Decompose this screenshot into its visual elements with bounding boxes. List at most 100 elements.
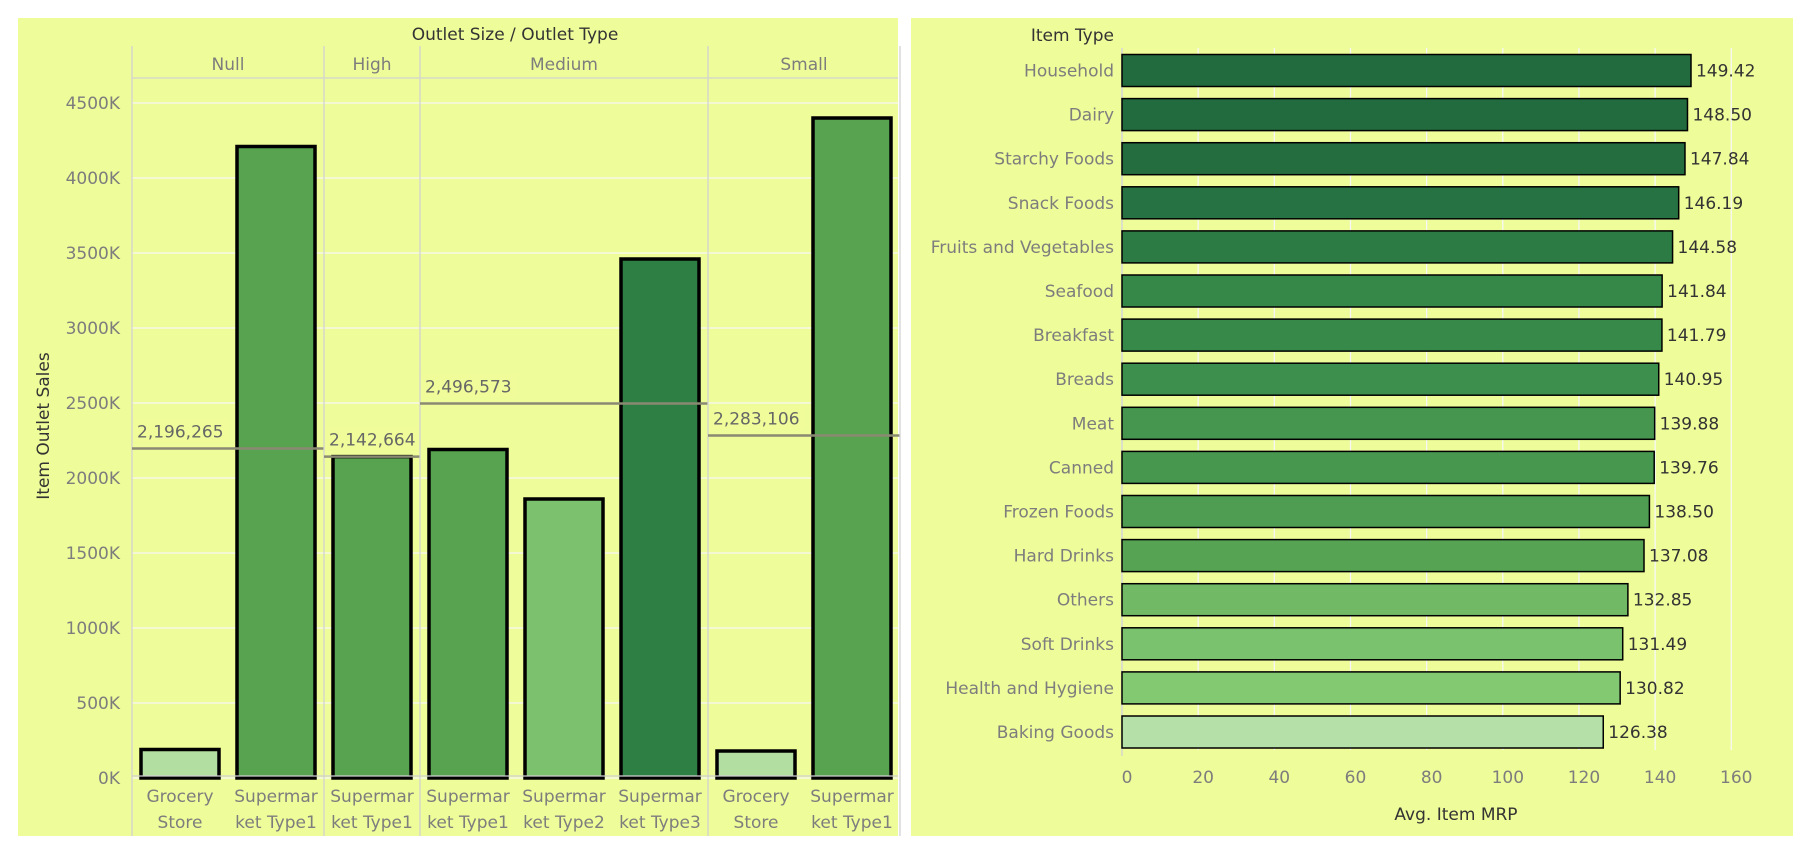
category-label: Meat [1072,414,1115,434]
bar [1121,582,1629,617]
reference-label: 2,196,265 [137,423,224,443]
x-tick-label: 120 [1568,768,1600,788]
category-label: Baking Goods [997,723,1114,743]
category-label: Dairy [1069,106,1114,126]
x-tick-label: Supermar [810,787,893,807]
reference-label: 2,283,106 [713,410,800,430]
bar [1121,494,1651,529]
y-tick-label: 500K [76,694,120,714]
item-mrp-chart-panel: Item Type 0 20 40 60 80 100 120 140 160 Household 1… [911,18,1793,836]
bar [1121,97,1689,132]
y-tick-label: 1500K [66,544,121,564]
data-label: 132.85 [1633,591,1692,611]
y-tick-label: 4500K [66,94,121,114]
x-tick-label: 140 [1644,768,1676,788]
data-label: 130.82 [1625,679,1684,699]
data-label: 148.50 [1692,106,1751,126]
bar [1121,53,1692,88]
reference-label-bg [709,405,805,430]
bar [1121,141,1686,176]
x-tick-label: ket Type1 [331,813,413,833]
bar [1121,274,1663,308]
x-tick-label: 40 [1268,768,1290,788]
category-label: Fruits and Vegetables [931,238,1114,258]
category-label: Seafood [1045,282,1114,302]
y-tick-label: 4000K [66,169,121,189]
bar [523,497,605,780]
data-label: 141.84 [1667,282,1726,302]
x-tick-label: Supermar [426,787,509,807]
x-tick-label: 60 [1345,768,1367,788]
data-label: 126.38 [1608,723,1667,743]
data-label: 139.76 [1659,458,1718,478]
data-label: 147.84 [1690,150,1749,170]
x-tick-label: Supermar [330,787,413,807]
reference-label-bg [133,418,229,443]
data-label: 144.58 [1678,238,1737,258]
y-tick-label: 1000K [66,619,121,639]
group-label: High [352,55,391,75]
data-label: 140.95 [1664,370,1723,390]
x-tick-label: 20 [1192,768,1214,788]
x-tick-label: 100 [1492,768,1524,788]
group-label: Small [780,55,827,75]
bar [139,747,221,780]
y-tick-label: 2500K [66,394,121,414]
group-label: Medium [530,55,598,75]
data-label: 149.42 [1696,62,1755,82]
bar [1121,406,1656,441]
category-label: Snack Foods [1008,194,1114,214]
category-label: Breakfast [1033,326,1114,346]
x-tick-label: 160 [1720,768,1752,788]
y-tick-label: 0K [98,769,121,789]
x-tick-label: Store [734,813,779,833]
y-tick-label: 2000K [66,469,121,489]
item-mrp-chart: Item Type 0 20 40 60 80 100 120 140 160 Household 1… [931,26,1756,825]
bar [235,144,317,780]
y-axis-label: Item Outlet Sales [34,352,54,500]
data-label: 146.19 [1684,194,1743,214]
data-label: 141.79 [1667,326,1726,346]
bar [715,749,797,780]
category-label: Health and Hygiene [945,679,1114,699]
x-tick-label: ket Type1 [811,813,893,833]
x-tick-label: 0 [1122,768,1133,788]
category-label: Household [1024,62,1114,82]
outlet-sales-chart: 0K 500K 1000K 1500K 2000K 2500K 3000K 3500K 4000… [34,25,901,836]
outlet-sales-chart-panel: 0K 500K 1000K 1500K 2000K 2500K 3000K 3500K 4000… [18,18,901,836]
y-tick-label: 3500K [66,244,121,264]
bar [811,116,893,780]
bar [1121,230,1674,264]
bar [1121,318,1663,352]
x-tick-label: Store [158,813,203,833]
reference-label: 2,142,664 [329,431,416,451]
data-label: 137.08 [1649,547,1708,567]
bar [331,454,413,780]
x-tick-label: Supermar [234,787,317,807]
x-tick-label: Grocery [722,787,789,807]
bar [1121,186,1680,220]
bar [1121,450,1655,485]
x-tick-label: ket Type3 [619,813,701,833]
category-label: Hard Drinks [1014,547,1115,567]
category-label: Others [1057,591,1114,611]
x-axis-label: Avg. Item MRP [1394,805,1517,825]
reference-label-bg [421,373,517,398]
bar [1121,362,1660,396]
x-tick-label: Supermar [618,787,701,807]
bar [427,447,509,780]
category-label: Breads [1055,370,1114,390]
bar [1121,671,1621,705]
reference-label-bg [325,426,421,451]
group-label: Null [212,55,245,75]
category-label: Soft Drinks [1021,635,1114,655]
x-tick-label: 80 [1421,768,1443,788]
category-label: Starchy Foods [994,150,1114,170]
category-label: Canned [1049,458,1114,478]
data-label: 131.49 [1628,635,1687,655]
data-label: 138.50 [1654,503,1713,523]
bar [1121,627,1624,661]
x-tick-label: ket Type1 [235,813,317,833]
y-tick-label: 3000K [66,319,121,339]
bar [1121,715,1605,749]
